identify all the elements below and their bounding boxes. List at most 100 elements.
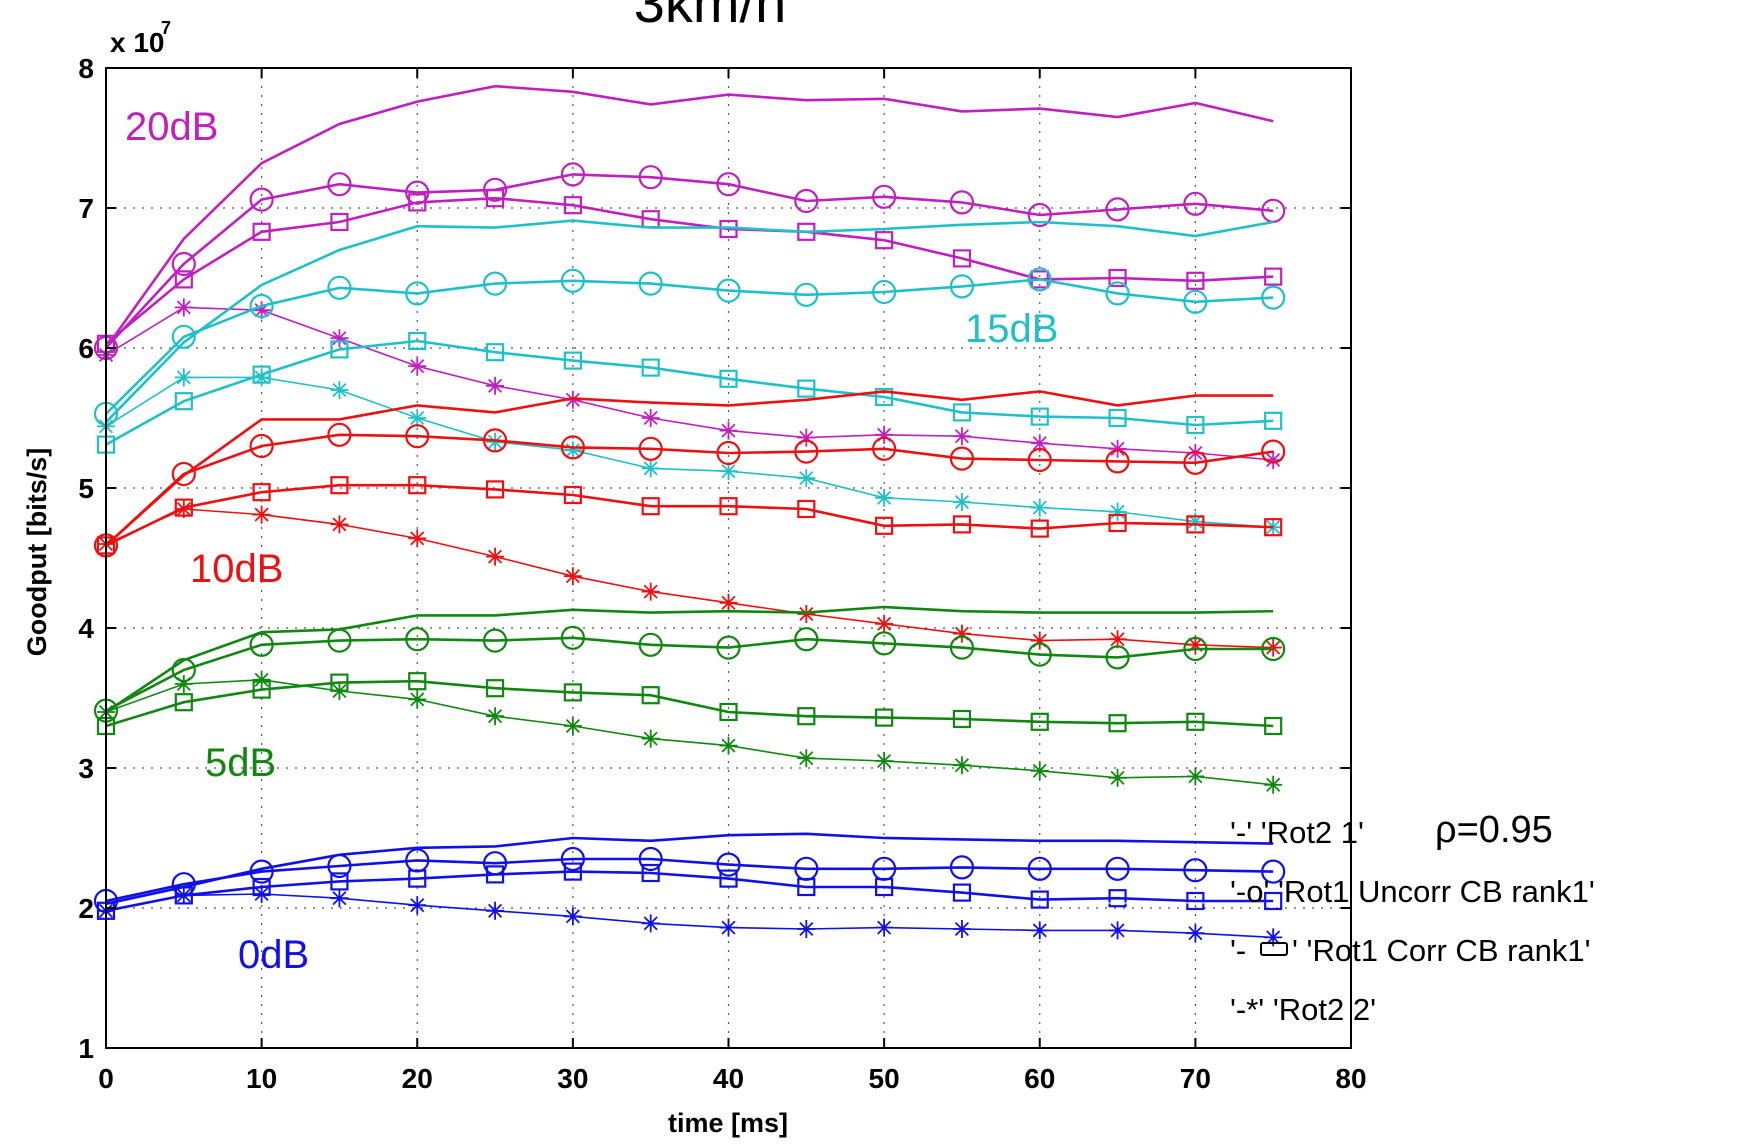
- square-marker: [1030, 712, 1049, 731]
- series-line: [105, 173, 1274, 349]
- star-marker: [797, 428, 816, 447]
- circle-marker: [794, 439, 819, 464]
- group-label-15dB: 15dB: [965, 307, 1058, 351]
- legend-entry-2-label: '-o' 'Rot1 Uncorr CB rank1': [1230, 874, 1595, 909]
- circle-marker: [716, 278, 741, 303]
- star-marker: [1030, 434, 1049, 453]
- star-marker: [174, 500, 193, 518]
- circle-marker: [1183, 450, 1208, 475]
- group-labels: 20dB 15dB 10dB 5dB 0dB: [125, 105, 1058, 977]
- star-marker: [486, 547, 505, 566]
- x-tick-label: 80: [1335, 1063, 1366, 1094]
- x-axis-label: time [ms]: [668, 1108, 788, 1138]
- series-solid: [105, 390, 1274, 547]
- star-marker: [797, 469, 816, 488]
- star-marker: [875, 425, 894, 444]
- square-marker: [408, 869, 427, 888]
- legend-entry-4-label: '-*' 'Rot2 2': [1230, 992, 1376, 1027]
- circle-marker: [638, 165, 663, 190]
- series-circle: [93, 625, 1286, 723]
- x-tick-label: 0: [98, 1063, 114, 1094]
- y-tick-label: 3: [78, 753, 94, 784]
- circle-marker: [171, 251, 196, 277]
- circle-marker: [560, 162, 585, 187]
- square-marker: [563, 683, 582, 702]
- circle-marker: [405, 281, 430, 306]
- circle-marker: [949, 274, 975, 299]
- square-marker: [563, 485, 582, 505]
- circle-marker: [405, 627, 430, 652]
- square-marker: [252, 483, 271, 502]
- star-marker: [486, 901, 505, 920]
- legend-rho: ρ=0.95: [1435, 809, 1553, 851]
- square-marker: [1108, 513, 1127, 533]
- series-group-15dB: [93, 219, 1286, 537]
- star-marker: [952, 493, 971, 511]
- star-marker: [641, 914, 660, 933]
- star-marker: [952, 624, 971, 643]
- star-marker: [174, 675, 193, 693]
- star-marker: [330, 381, 349, 399]
- square-marker: [1186, 415, 1205, 435]
- square-marker: [485, 343, 505, 362]
- circle-marker: [1261, 198, 1286, 223]
- star-marker: [330, 889, 349, 908]
- star-marker: [797, 605, 816, 623]
- legend-entry-3-label: ' 'Rot1 Corr CB rank1': [1292, 933, 1591, 968]
- square-marker: [485, 679, 505, 698]
- star-marker: [563, 441, 582, 460]
- star-marker: [1108, 768, 1127, 787]
- group-label-5dB: 5dB: [205, 741, 276, 785]
- group-label-20dB: 20dB: [125, 105, 218, 149]
- star-marker: [252, 885, 271, 903]
- series-layer: [93, 84, 1286, 947]
- x-tick-label: 60: [1024, 1063, 1055, 1094]
- y-axis-label: Goodput [bits/s]: [22, 448, 52, 656]
- square-marker: [485, 189, 505, 208]
- series-star: [97, 885, 1283, 947]
- star-marker: [641, 409, 660, 427]
- legend-entry-3-prefix: '-: [1230, 933, 1246, 968]
- series-star: [97, 670, 1283, 794]
- square-marker: [952, 249, 972, 268]
- circle-marker: [1105, 449, 1130, 474]
- star-marker: [1186, 767, 1205, 786]
- series-star: [97, 368, 1283, 537]
- series-line: [105, 678, 1274, 786]
- series-line: [105, 196, 1274, 345]
- circle-marker: [1183, 858, 1208, 883]
- group-label-0dB: 0dB: [238, 933, 309, 977]
- circle-marker: [1183, 636, 1208, 662]
- square-marker: [174, 693, 193, 712]
- circle-marker: [716, 172, 741, 197]
- series-line: [105, 339, 1274, 446]
- series-group-0dB: [93, 832, 1286, 947]
- circle-marker: [1027, 642, 1052, 667]
- circle-marker: [249, 187, 274, 212]
- x-tick-label: 70: [1180, 1063, 1211, 1094]
- square-marker: [330, 340, 349, 359]
- series-line: [105, 636, 1274, 712]
- series-line: [105, 870, 1274, 913]
- square-marker: [952, 515, 972, 534]
- square-marker: [641, 863, 660, 883]
- square-marker: [797, 877, 816, 897]
- square-marker: [797, 499, 816, 519]
- series-solid: [104, 84, 1274, 349]
- square-marker: [563, 196, 582, 215]
- star-marker: [174, 886, 193, 905]
- square-marker: [641, 497, 660, 516]
- star-marker: [641, 459, 660, 478]
- circle-marker: [872, 631, 897, 656]
- series-star: [97, 298, 1283, 469]
- square-marker: [1264, 518, 1283, 537]
- circle-marker: [171, 324, 196, 349]
- series-line: [104, 84, 1274, 349]
- series-line: [105, 390, 1274, 547]
- square-marker: [1186, 271, 1205, 290]
- square-marker: [875, 387, 894, 407]
- series-circle: [93, 267, 1286, 426]
- star-marker: [719, 421, 738, 440]
- circle-marker: [1105, 281, 1130, 306]
- x-tick-label: 40: [713, 1063, 744, 1094]
